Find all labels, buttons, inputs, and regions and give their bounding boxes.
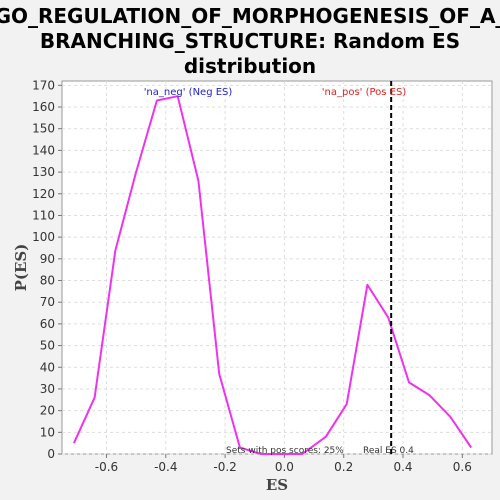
y-tick-label: 90	[40, 252, 55, 266]
x-tick-label: -0.6	[95, 460, 118, 474]
title-line: BRANCHING_STRUCTURE: Random ES	[40, 29, 460, 53]
x-tick-label: 0.0	[275, 460, 294, 474]
y-tick-label: 150	[32, 122, 55, 136]
x-tick-label: 0.2	[334, 460, 353, 474]
y-tick-label: 0	[47, 447, 55, 461]
x-tick-label: -0.4	[154, 460, 177, 474]
y-tick-label: 40	[40, 360, 55, 374]
y-tick-label: 160	[32, 100, 55, 114]
y-tick-label: 130	[32, 165, 55, 179]
y-axis-label: P(ES)	[12, 244, 30, 292]
chart-title: GO_REGULATION_OF_MORPHOGENESIS_OF_A_BRAN…	[0, 4, 500, 78]
title-line: GO_REGULATION_OF_MORPHOGENESIS_OF_A_	[0, 4, 500, 28]
pos-scores-annotation: Sets with pos scores: 25%	[226, 446, 344, 456]
y-tick-label: 170	[32, 78, 55, 92]
x-tick-label: 0.6	[453, 460, 472, 474]
y-tick-label: 20	[40, 404, 55, 418]
y-tick-label: 70	[40, 295, 55, 309]
legend-neg-label: 'na_neg' (Neg ES)	[144, 87, 233, 98]
x-axis-label: ES	[266, 476, 288, 494]
y-tick-label: 50	[40, 339, 55, 353]
y-tick-label: 110	[32, 208, 55, 222]
grid	[62, 81, 492, 455]
y-tick-label: 10	[40, 425, 55, 439]
y-tick-label: 140	[32, 143, 55, 157]
title-line: distribution	[184, 54, 316, 78]
series-line	[72, 95, 473, 455]
legend-pos-label: 'na_pos' (Pos ES)	[322, 87, 407, 98]
y-tick-label: 60	[40, 317, 55, 331]
y-tick-label: 80	[40, 274, 55, 288]
series	[72, 95, 473, 455]
y-tick-label: 120	[32, 187, 55, 201]
y-axis: 0 10 20 30 40 50 60 70 80 90 100 110 120 130 140 150 160…	[32, 78, 62, 461]
plot-area	[61, 80, 493, 455]
y-tick-label: 100	[32, 230, 55, 244]
x-tick-label: 0.4	[393, 460, 412, 474]
real-es-annotation: Real ES 0.4	[363, 446, 414, 456]
x-tick-label: -0.2	[213, 460, 236, 474]
x-axis: -0.6 -0.4 -0.2 0.0 0.2 0.4 0.6	[95, 454, 472, 474]
y-tick-label: 30	[40, 382, 55, 396]
